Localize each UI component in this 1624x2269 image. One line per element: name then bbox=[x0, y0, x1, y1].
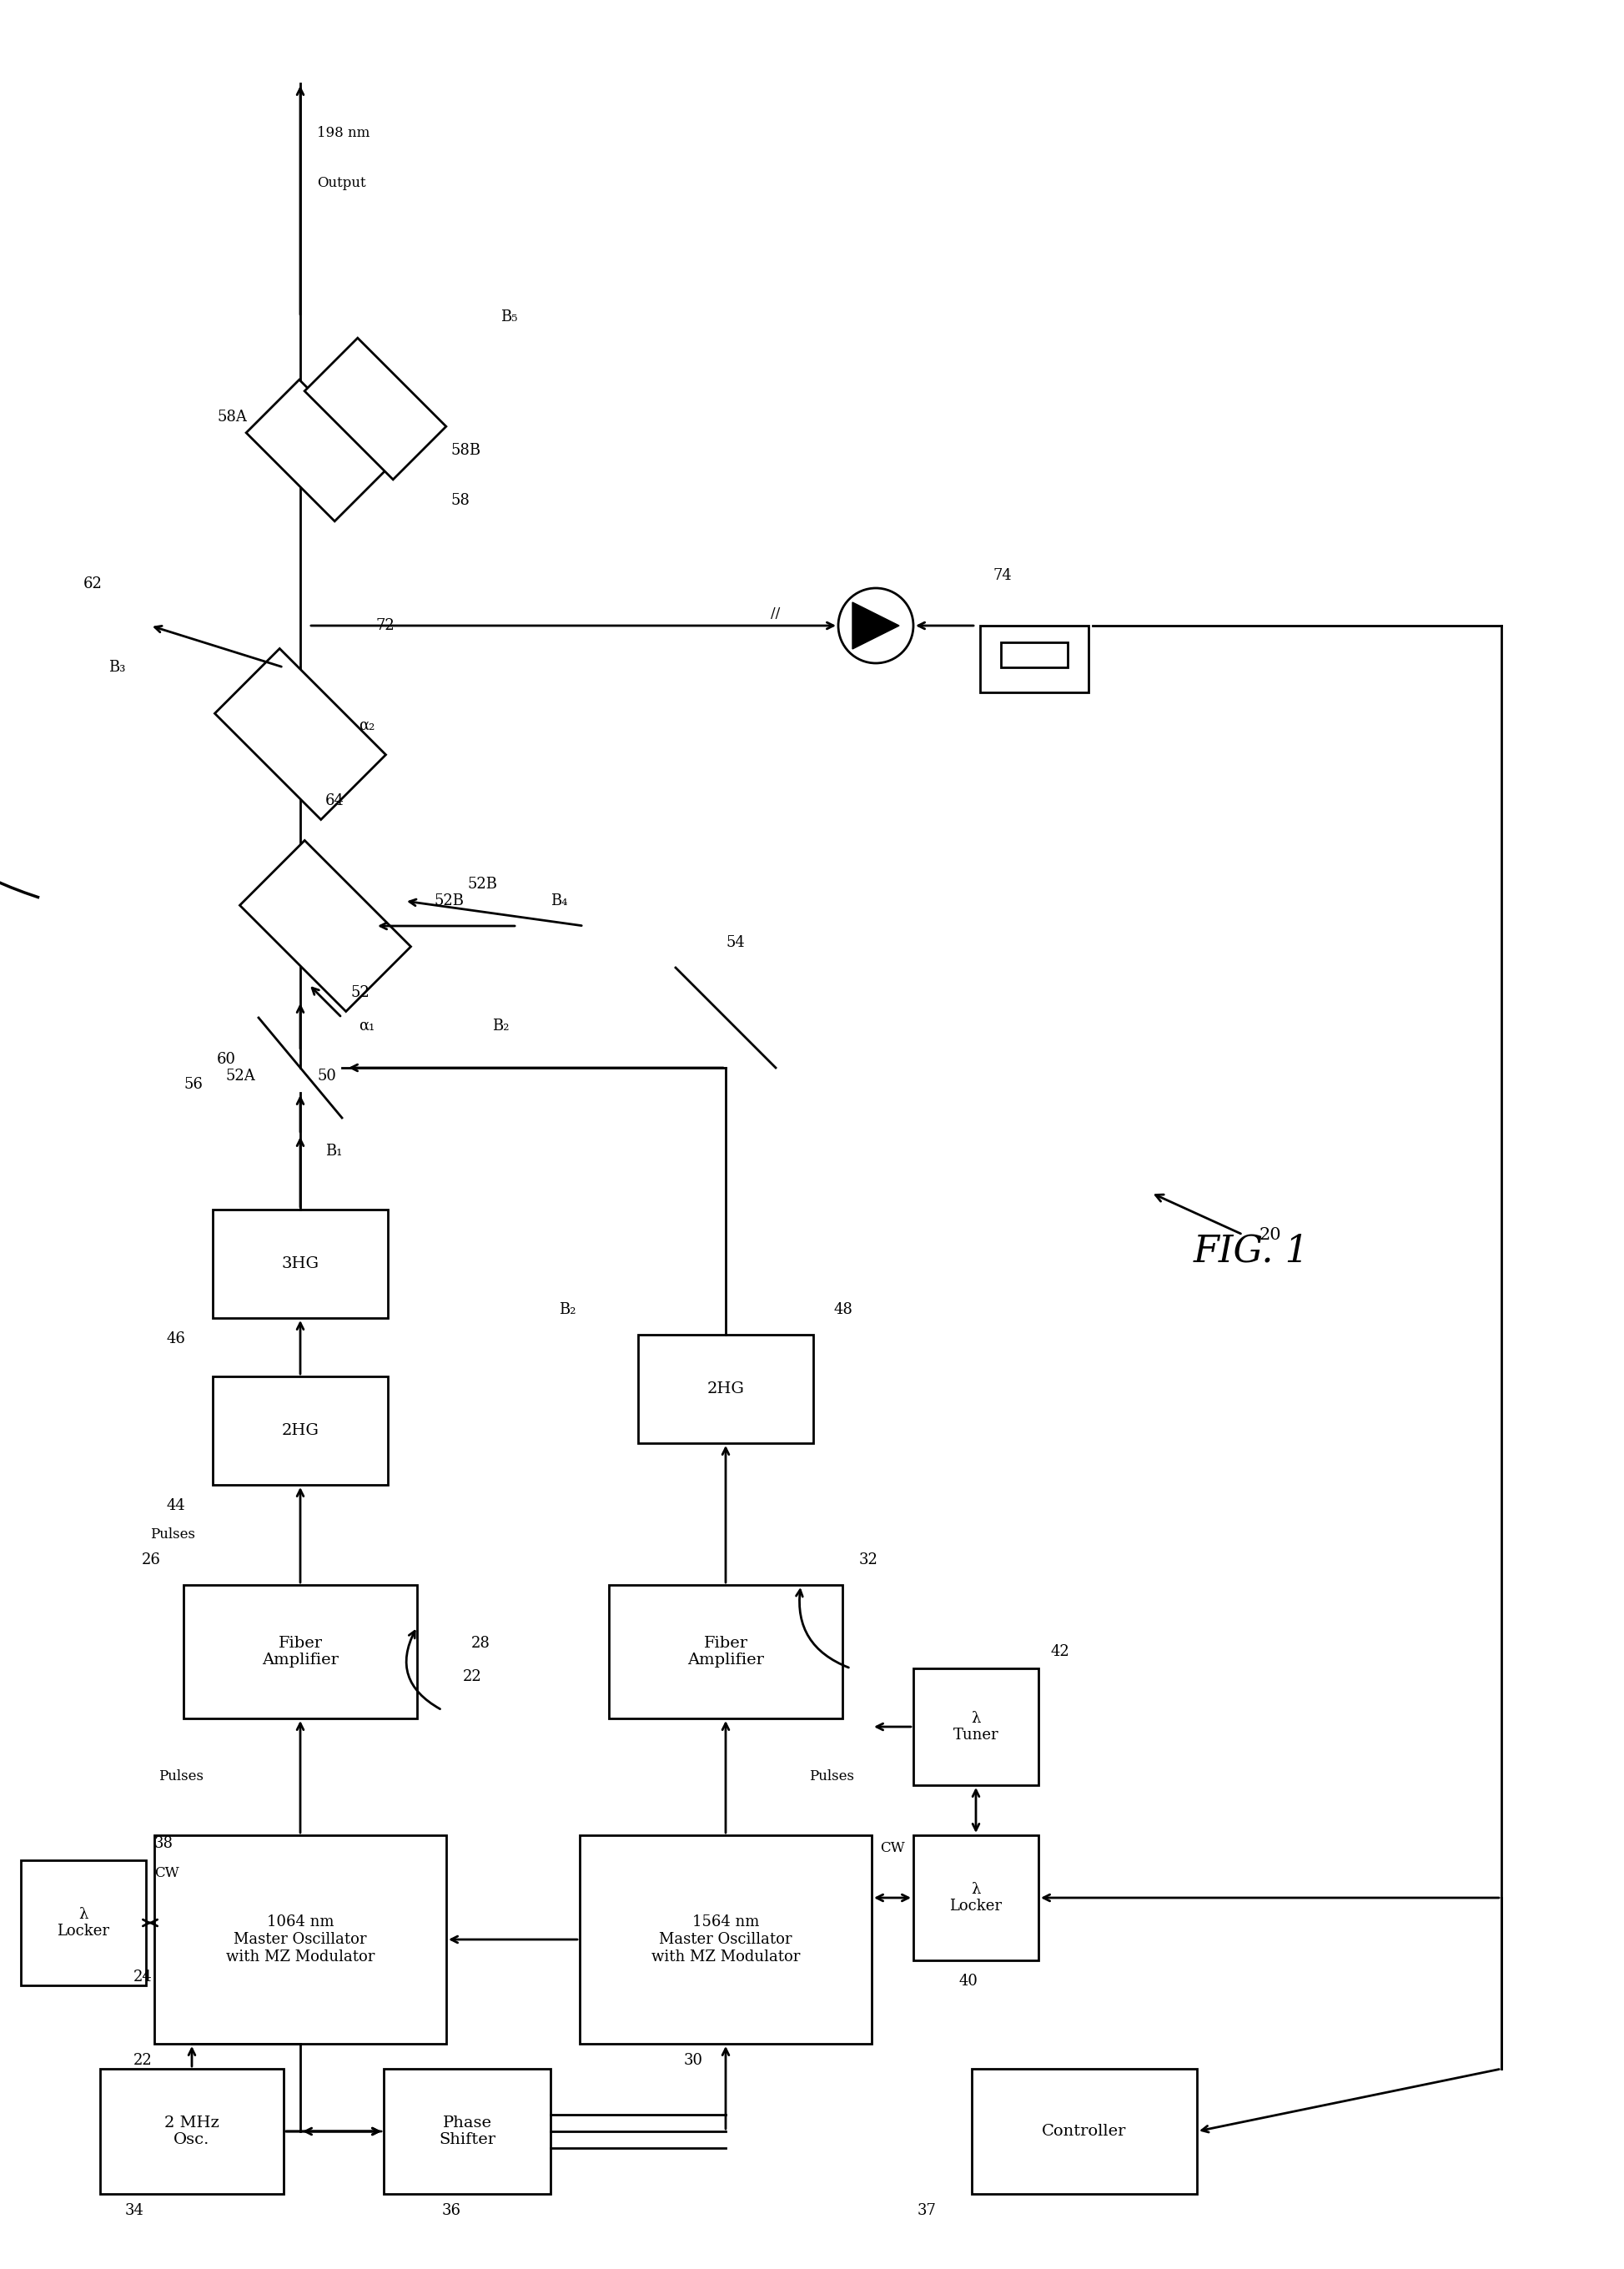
Text: 198 nm: 198 nm bbox=[317, 127, 370, 141]
Text: Fiber
Amplifier: Fiber Amplifier bbox=[261, 1636, 338, 1668]
Text: 22: 22 bbox=[463, 1670, 482, 1684]
Text: B₂: B₂ bbox=[559, 1302, 577, 1318]
Text: Pulses: Pulses bbox=[159, 1770, 203, 1783]
Text: 22: 22 bbox=[133, 2053, 153, 2067]
Text: 2HG: 2HG bbox=[706, 1382, 744, 1395]
Text: 40: 40 bbox=[960, 1974, 978, 1988]
Text: 52B: 52B bbox=[468, 876, 497, 892]
Bar bbox=[971, 2069, 1197, 2194]
Text: 64: 64 bbox=[325, 794, 344, 808]
Text: B₁: B₁ bbox=[325, 1144, 343, 1159]
Text: 52B: 52B bbox=[434, 894, 464, 908]
Bar bbox=[21, 1861, 146, 1985]
Text: 3HG: 3HG bbox=[281, 1257, 318, 1271]
Text: 2 MHz
Osc.: 2 MHz Osc. bbox=[164, 2115, 219, 2146]
Bar bbox=[213, 1377, 388, 1484]
Text: 32: 32 bbox=[859, 1552, 879, 1568]
Text: 26: 26 bbox=[141, 1552, 161, 1568]
Text: Output: Output bbox=[317, 177, 365, 191]
Text: 48: 48 bbox=[835, 1302, 853, 1318]
Text: B₅: B₅ bbox=[500, 309, 518, 324]
Text: 52: 52 bbox=[351, 985, 369, 1001]
Text: 54: 54 bbox=[726, 935, 745, 951]
Polygon shape bbox=[240, 840, 411, 1012]
Text: 34: 34 bbox=[125, 2203, 145, 2219]
Polygon shape bbox=[247, 379, 388, 522]
Bar bbox=[638, 1334, 814, 1443]
Text: 50: 50 bbox=[317, 1069, 336, 1085]
Bar bbox=[101, 2069, 284, 2194]
Text: FIG. 1: FIG. 1 bbox=[1194, 1234, 1309, 1268]
Bar bbox=[913, 1668, 1038, 1786]
Text: Fiber
Amplifier: Fiber Amplifier bbox=[687, 1636, 763, 1668]
Text: 74: 74 bbox=[992, 567, 1012, 583]
Text: λ
Tuner: λ Tuner bbox=[953, 1711, 999, 1743]
Bar bbox=[213, 1209, 388, 1318]
Polygon shape bbox=[305, 338, 447, 479]
Text: B₄: B₄ bbox=[551, 894, 568, 908]
Text: B₂: B₂ bbox=[492, 1019, 510, 1035]
Text: 60: 60 bbox=[218, 1053, 235, 1066]
Bar bbox=[979, 626, 1088, 692]
Polygon shape bbox=[214, 649, 387, 819]
Text: 42: 42 bbox=[1051, 1645, 1070, 1659]
Bar bbox=[609, 1586, 843, 1718]
Text: 46: 46 bbox=[167, 1332, 185, 1346]
Text: 58: 58 bbox=[450, 492, 469, 508]
Polygon shape bbox=[853, 601, 900, 649]
Bar bbox=[383, 2069, 551, 2194]
Text: 62: 62 bbox=[83, 576, 102, 592]
Text: 37: 37 bbox=[918, 2203, 937, 2219]
Bar bbox=[184, 1586, 417, 1718]
Text: α₁: α₁ bbox=[359, 1019, 375, 1035]
Text: 36: 36 bbox=[442, 2203, 461, 2219]
Text: Pulses: Pulses bbox=[809, 1770, 854, 1783]
Text: 28: 28 bbox=[471, 1636, 490, 1652]
Bar bbox=[580, 1836, 872, 2044]
Text: 30: 30 bbox=[684, 2053, 703, 2067]
Text: 2HG: 2HG bbox=[281, 1423, 318, 1439]
Text: α₂: α₂ bbox=[359, 719, 375, 733]
Text: CW: CW bbox=[880, 1840, 905, 1854]
Text: B₃: B₃ bbox=[109, 660, 125, 674]
Text: 1564 nm
Master Oscillator
with MZ Modulator: 1564 nm Master Oscillator with MZ Modula… bbox=[651, 1915, 801, 1965]
Text: 72: 72 bbox=[375, 617, 395, 633]
Text: λ
Locker: λ Locker bbox=[950, 1881, 1002, 1915]
Text: λ
Locker: λ Locker bbox=[57, 1906, 110, 1940]
Text: 44: 44 bbox=[167, 1498, 185, 1513]
Text: Controller: Controller bbox=[1043, 2124, 1127, 2140]
Text: Phase
Shifter: Phase Shifter bbox=[438, 2115, 495, 2146]
Text: 58A: 58A bbox=[218, 411, 247, 424]
Text: 56: 56 bbox=[184, 1078, 203, 1091]
Text: Pulses: Pulses bbox=[149, 1527, 195, 1543]
Text: 38: 38 bbox=[154, 1836, 174, 1852]
Bar bbox=[1000, 642, 1067, 667]
Text: 20: 20 bbox=[1260, 1228, 1281, 1243]
Text: 24: 24 bbox=[133, 1969, 153, 1985]
Bar bbox=[154, 1836, 447, 2044]
Text: CW: CW bbox=[154, 1865, 179, 1879]
Circle shape bbox=[838, 588, 913, 663]
Text: 58B: 58B bbox=[450, 442, 481, 458]
Bar bbox=[913, 1836, 1038, 1960]
Text: 1064 nm
Master Oscillator
with MZ Modulator: 1064 nm Master Oscillator with MZ Modula… bbox=[226, 1915, 375, 1965]
Text: 52A: 52A bbox=[226, 1069, 255, 1085]
Text: //: // bbox=[771, 606, 781, 619]
